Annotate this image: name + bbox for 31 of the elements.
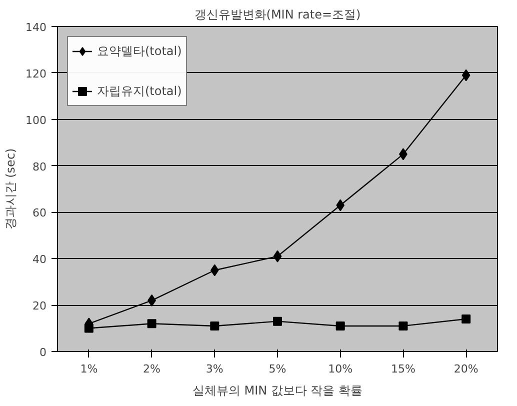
point — [273, 250, 282, 262]
y-tick-label: 140 — [26, 21, 47, 34]
point — [84, 324, 94, 333]
y-tick-label: 100 — [26, 114, 47, 127]
point — [210, 321, 220, 330]
y-axis-title: 경과시간 (sec) — [4, 148, 18, 230]
chart-title: 갱신유발변화(MIN rate=조절) — [194, 8, 361, 22]
point — [462, 314, 471, 324]
y-tick-label: 80 — [32, 160, 47, 174]
point — [210, 264, 219, 276]
point — [336, 321, 345, 330]
point — [462, 69, 470, 82]
y-tick-label: 0 — [40, 346, 46, 359]
legend-label: 요약델타(total) — [97, 42, 182, 60]
point — [398, 321, 408, 330]
x-tick-label: 20% — [454, 362, 478, 376]
y-tick-label: 40 — [32, 253, 47, 266]
x-tick-label: 10% — [328, 362, 353, 376]
x-tick-label: 5% — [268, 362, 286, 376]
x-tick-label: 15% — [390, 362, 416, 376]
x-tick-label: 1% — [80, 362, 98, 376]
x-tick-label: 2% — [143, 362, 161, 376]
y-tick-label: 20 — [32, 300, 47, 313]
x-tick-label: 3% — [206, 362, 224, 376]
point — [336, 199, 345, 212]
legend-label: 자립유지(total) — [97, 82, 182, 100]
y-tick-label: 60 — [32, 206, 47, 220]
point — [147, 319, 156, 328]
y-tick-label: 120 — [26, 67, 47, 80]
point — [273, 316, 282, 326]
x-axis-title: 실체뷰의 MIN 값보다 작을 확률 — [192, 384, 363, 398]
